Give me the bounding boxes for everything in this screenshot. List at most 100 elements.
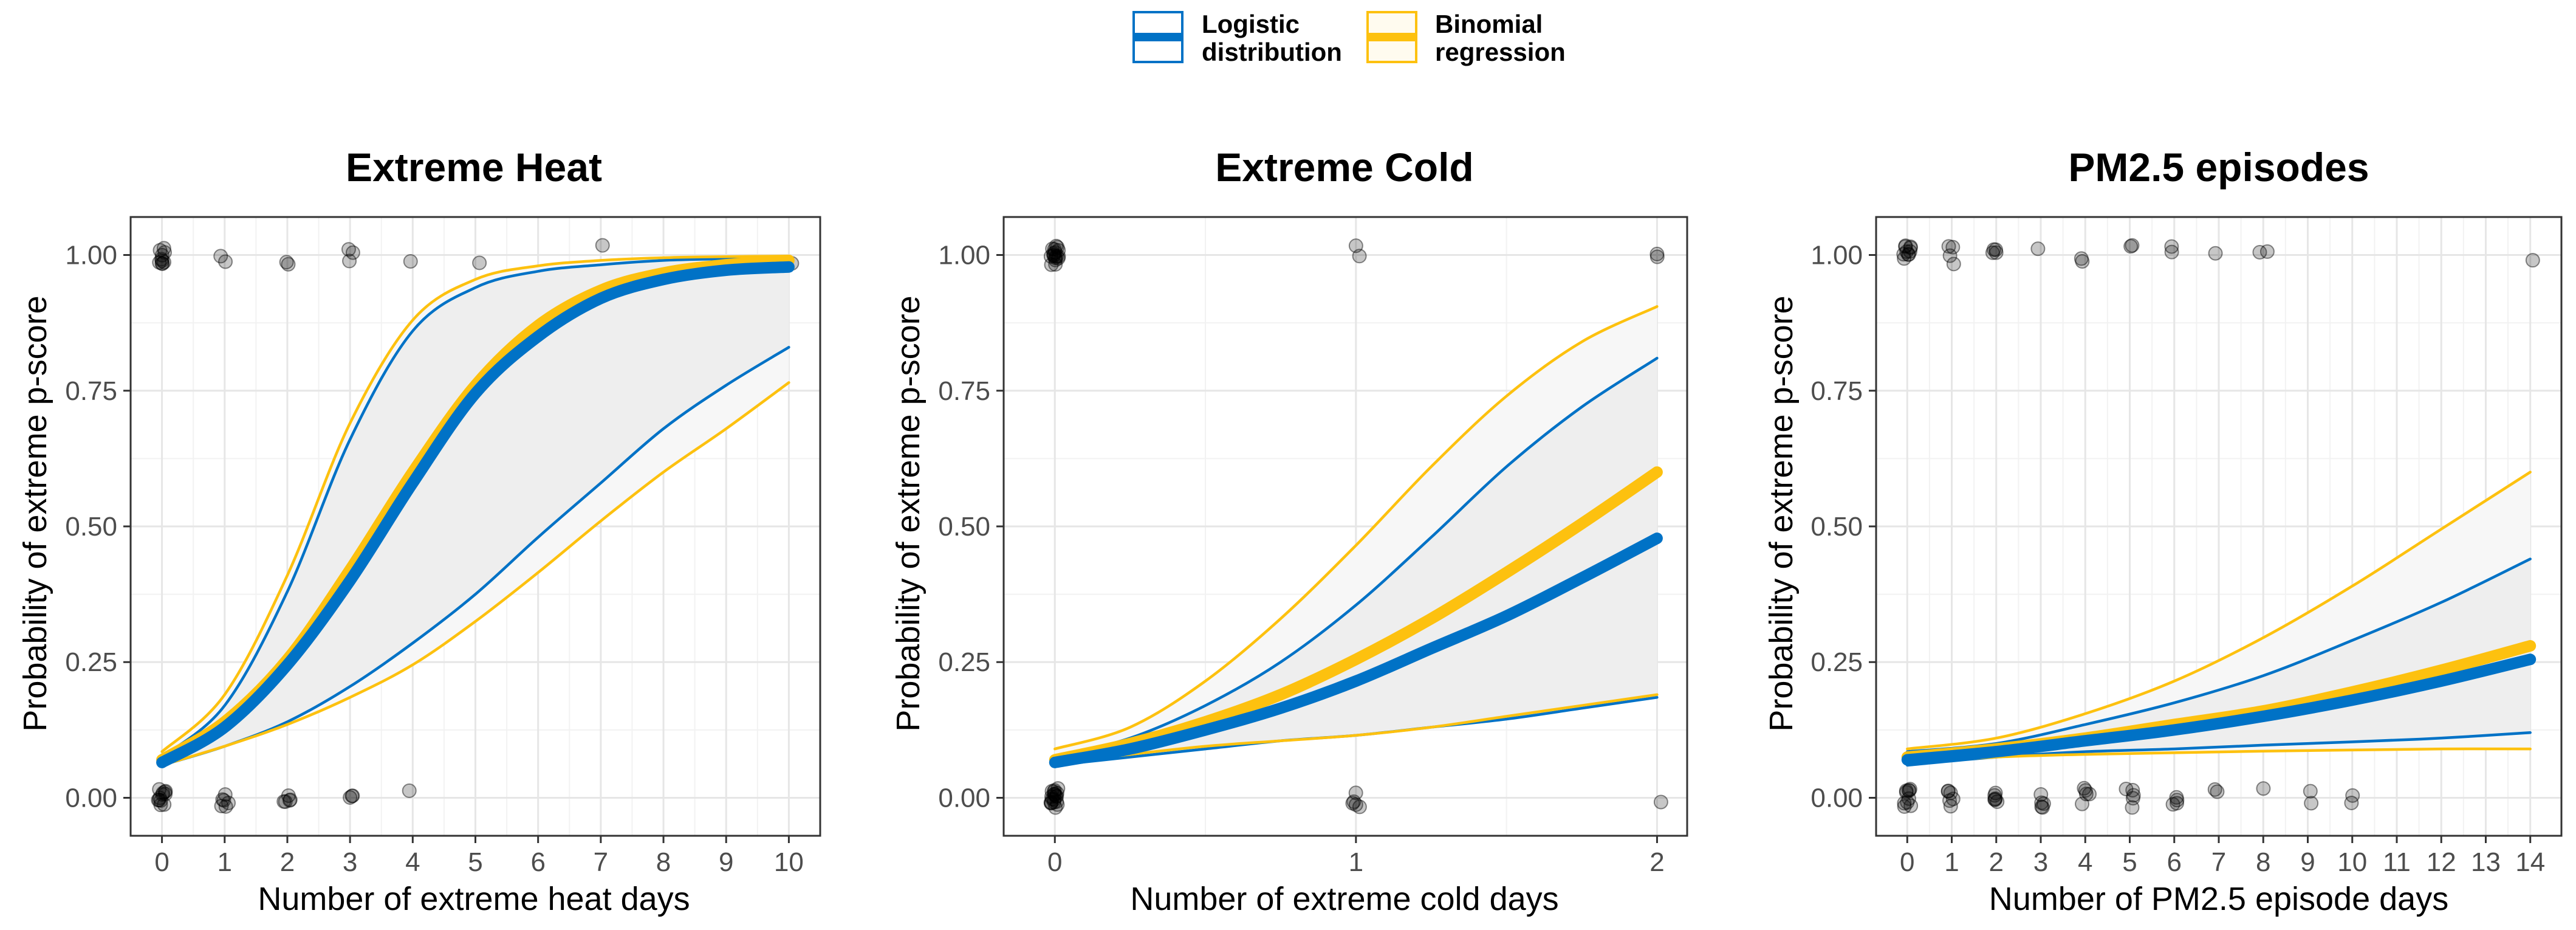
observation-point-top: [218, 254, 233, 269]
observation-point-bottom: [1941, 784, 1956, 799]
observation-point-top: [1941, 239, 1956, 254]
observation-point-bottom: [2125, 782, 2140, 797]
y-axis-label: Probability of extreme p-score: [17, 295, 53, 731]
observation-point-top: [1047, 242, 1062, 257]
observation-point-top: [1045, 241, 1060, 257]
observation-point-bottom: [2207, 782, 2222, 797]
y-tick-label: 0.75: [65, 376, 117, 406]
y-tick-label: 0.50: [65, 512, 117, 542]
observation-point-bottom: [2125, 800, 2140, 815]
observation-point-top: [595, 238, 610, 253]
x-tick-label: 5: [468, 847, 482, 877]
observation-point-top: [1047, 245, 1063, 260]
x-tick-label: 5: [2122, 847, 2137, 877]
observation-point-top: [2252, 244, 2267, 260]
observation-point-top: [1942, 248, 1958, 263]
observation-point-bottom: [1043, 795, 1058, 810]
binomial-upper-line: [1053, 305, 1659, 751]
y-tick-label: 1.00: [1810, 241, 1863, 270]
observation-point-bottom: [2035, 800, 2050, 815]
x-tick-label: 14: [2515, 847, 2545, 877]
observation-point-bottom: [345, 788, 360, 804]
observation-point-bottom: [278, 794, 293, 809]
observation-point-top: [2123, 239, 2139, 254]
observation-point-top: [1903, 239, 1918, 254]
observation-point-top: [1988, 242, 2003, 257]
observation-point-bottom: [2033, 787, 2049, 802]
observation-point-top: [279, 255, 294, 270]
observation-point-bottom: [1653, 794, 1668, 810]
logistic-confidence-band: [1907, 559, 2530, 765]
observation-point-bottom: [1045, 791, 1060, 807]
x-tick-label: 7: [594, 847, 608, 877]
panel-title: Extreme Heat: [346, 145, 602, 190]
logistic-confidence-band: [162, 258, 789, 765]
observation-point-bottom: [1988, 785, 2003, 801]
observation-point-bottom: [1899, 783, 1914, 798]
observation-point-bottom: [343, 790, 358, 805]
observation-point-bottom: [214, 798, 229, 813]
observation-point-bottom: [158, 784, 173, 799]
observations: [1043, 238, 1668, 815]
observation-point-bottom: [2256, 781, 2271, 796]
observation-point-top: [1649, 249, 1665, 264]
observation-point-top: [1986, 242, 2001, 257]
x-tick-label: 6: [2167, 847, 2182, 877]
observation-point-bottom: [1941, 784, 1956, 799]
observation-point-bottom: [2170, 793, 2185, 808]
observation-point-top: [1048, 250, 1063, 266]
observation-point-top: [1945, 239, 1961, 255]
observation-point-bottom: [1903, 798, 1919, 813]
observation-point-bottom: [1902, 783, 1917, 798]
observation-point-bottom: [1044, 789, 1059, 804]
observation-point-bottom: [153, 797, 168, 813]
logistic-fit-line: [156, 261, 795, 768]
observation-point-bottom: [1047, 783, 1062, 798]
observation-point-top: [1896, 247, 1911, 262]
observation-point-bottom: [2078, 787, 2094, 802]
observation-point-top: [1046, 247, 1061, 263]
observation-point-top: [1903, 240, 1918, 255]
observation-point-top: [1946, 257, 1961, 272]
y-tick-label: 0.50: [1810, 512, 1863, 542]
observation-point-bottom: [1988, 791, 2003, 806]
observation-point-bottom: [1345, 796, 1360, 811]
x-tick-label: 3: [2033, 847, 2048, 877]
legend-label-binomial-line2: regression: [1435, 38, 1566, 66]
observation-point-bottom: [152, 790, 167, 805]
legend: Logistic distribution Binomial regressio…: [1132, 10, 1566, 66]
observation-point-top: [154, 253, 170, 268]
x-tick-label: 0: [154, 847, 169, 877]
x-tick-label: 4: [2078, 847, 2092, 877]
observation-point-bottom: [152, 782, 167, 797]
x-tick-label: 9: [719, 847, 733, 877]
x-tick-label: 8: [2256, 847, 2270, 877]
observation-point-top: [1901, 247, 1916, 262]
observation-point-bottom: [156, 785, 171, 801]
observation-point-top: [472, 255, 487, 270]
observation-point-bottom: [1047, 787, 1062, 802]
observation-point-top: [1048, 249, 1063, 264]
observation-point-bottom: [157, 784, 173, 799]
logistic-upper-line: [1906, 557, 2532, 753]
y-tick-label: 0.00: [938, 783, 990, 813]
observation-point-bottom: [218, 799, 233, 814]
observation-point-top: [152, 243, 168, 258]
observation-point-bottom: [158, 787, 173, 802]
binomial-upper-line: [160, 255, 790, 753]
curves: [156, 254, 795, 768]
observation-point-top: [1902, 244, 1917, 259]
observation-point-bottom: [1942, 793, 1957, 808]
x-tick-label: 2: [1649, 847, 1664, 877]
observation-point-top: [1051, 243, 1066, 258]
observation-point-bottom: [282, 793, 297, 808]
logistic-upper-line: [1053, 356, 1659, 759]
x-tick-label: 2: [280, 847, 295, 877]
y-tick-label: 1.00: [65, 241, 117, 270]
observation-point-top: [345, 245, 360, 260]
x-axis-label: Number of extreme cold days: [1130, 881, 1558, 917]
legend-item-logistic: Logistic distribution: [1132, 10, 1342, 66]
observation-point-top: [1046, 248, 1061, 263]
observation-point-top: [1044, 257, 1059, 272]
observation-point-bottom: [151, 793, 166, 808]
